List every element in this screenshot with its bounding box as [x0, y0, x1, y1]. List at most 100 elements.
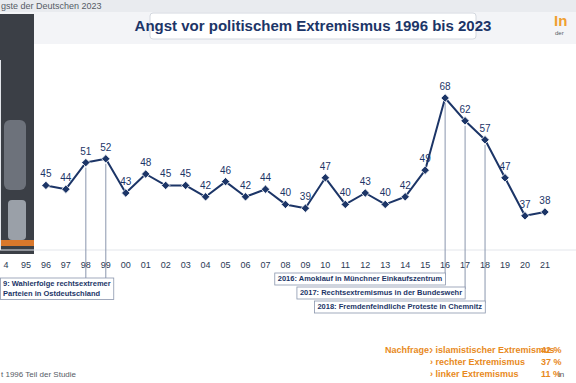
data-point	[201, 193, 209, 201]
x-tick-label: 4	[3, 260, 8, 270]
header-text: gste der Deutschen 2023	[1, 1, 102, 11]
annotation-box	[314, 301, 485, 313]
data-point	[301, 204, 309, 212]
x-tick-label: 07	[260, 260, 270, 270]
x-tick-label: 06	[241, 260, 251, 270]
data-label: 48	[140, 157, 152, 168]
data-labels: 4544515243484545424642444039474043404249…	[40, 81, 551, 210]
y-range-line	[0, 60, 1, 250]
x-axis-line	[0, 250, 576, 251]
logo-subtext: der	[555, 30, 564, 36]
title: Angst vor politischem Extremismus 1996 b…	[135, 17, 492, 34]
background	[0, 0, 576, 383]
data-point	[341, 200, 349, 208]
data-label: 45	[40, 168, 52, 179]
annotations: 9: Wahlerfolge rechtsextremerParteien in…	[1, 273, 486, 313]
x-tick-label: 11	[341, 260, 350, 270]
x-tick-label: 98	[81, 260, 91, 270]
data-label: 38	[539, 195, 551, 206]
chart-root: gste der Deutschen 2023 Angst vor politis…	[0, 0, 576, 383]
annotation-box	[297, 287, 465, 299]
data-point	[102, 155, 110, 163]
data-label: 42	[240, 180, 252, 191]
nachfrage-value: 37 %	[541, 357, 562, 367]
data-label: 44	[60, 172, 72, 183]
x-tick-label: 97	[61, 260, 71, 270]
x-tick-label: 19	[500, 260, 510, 270]
nachfrage-label: › linker Extremismus	[430, 369, 519, 379]
x-tick-label: 95	[21, 260, 31, 270]
data-point	[62, 185, 70, 193]
data-label: 42	[400, 180, 412, 191]
data-point	[181, 181, 189, 189]
data-point	[82, 158, 90, 166]
data-label: 43	[360, 176, 372, 187]
nachfrage-label: › rechter Extremismus	[430, 357, 525, 367]
data-label: 45	[180, 168, 192, 179]
x-tick-label: 96	[41, 260, 51, 270]
data-label: 68	[440, 81, 452, 92]
x-tick-label: 99	[101, 260, 111, 270]
x-tick-label: 05	[221, 260, 231, 270]
data-label: 47	[499, 161, 511, 172]
data-point	[321, 174, 329, 182]
annotation-guides	[86, 103, 485, 303]
chart-svg: gste der Deutschen 2023 Angst vor politis…	[0, 0, 576, 383]
data-point	[441, 94, 449, 102]
data-label: 57	[479, 123, 491, 134]
annotation-box	[275, 273, 446, 285]
nachfrage-title: Nachfrage:	[385, 345, 432, 355]
data-point	[161, 181, 169, 189]
x-tick-label: 15	[420, 260, 430, 270]
annotation-text: 9: Wahlerfolge rechtsextremer	[3, 279, 111, 288]
data-point	[122, 189, 130, 197]
data-label: 39	[300, 191, 312, 202]
data-label: 43	[120, 176, 132, 187]
data-label: 40	[280, 187, 292, 198]
logo-text: In	[554, 12, 567, 29]
x-tick-label: 21	[540, 260, 550, 270]
footnote: t 1996 Teil der Studie	[1, 370, 77, 379]
data-label: 40	[380, 187, 392, 198]
x-tick-label: 10	[320, 260, 330, 270]
data-label: 49	[420, 153, 432, 164]
photo	[0, 14, 34, 254]
data-point	[221, 177, 229, 185]
annotation-guide-line	[445, 103, 446, 275]
data-label: 51	[80, 146, 92, 157]
data-point	[521, 212, 529, 220]
nachfrage-value: 42 %	[541, 345, 562, 355]
x-tick-label: 02	[161, 260, 171, 270]
data-line	[46, 98, 545, 216]
data-label: 40	[340, 187, 352, 198]
x-tick-label: 13	[380, 260, 390, 270]
data-label: 52	[100, 142, 112, 153]
x-tick-label: 14	[400, 260, 410, 270]
annotation-text: 2018: Fremdenfeindliche Proteste in Chem…	[317, 302, 482, 311]
x-tick-label: 18	[480, 260, 490, 270]
data-point	[261, 185, 269, 193]
x-tick-label: 12	[360, 260, 370, 270]
annotation-text: Parteien in Ostdeutschland	[3, 289, 101, 298]
title-band	[0, 12, 576, 44]
x-tick-label: 03	[181, 260, 191, 270]
x-tick-label: 17	[460, 260, 470, 270]
data-point	[461, 117, 469, 125]
data-label: 62	[460, 104, 472, 115]
data-point	[541, 208, 549, 216]
x-tick-labels: 4959697989900010203040506070809101112131…	[3, 260, 549, 270]
annotation-box	[1, 278, 114, 300]
data-label: 42	[200, 180, 212, 191]
data-point	[361, 189, 369, 197]
header-band	[0, 0, 576, 12]
nachfrage: Nachfrage:› islamistischer Extremismus42…	[385, 345, 562, 379]
data-label: 37	[519, 199, 531, 210]
data-point	[42, 181, 50, 189]
x-tick-label: 09	[300, 260, 310, 270]
data-point	[481, 136, 489, 144]
annotation-guide-line	[485, 145, 486, 303]
data-label: 46	[220, 165, 232, 176]
data-point	[401, 193, 409, 201]
annotation-text: 2017: Rechtsextremismus in der Bundesweh…	[300, 288, 462, 297]
x-tick-label: 00	[121, 260, 131, 270]
